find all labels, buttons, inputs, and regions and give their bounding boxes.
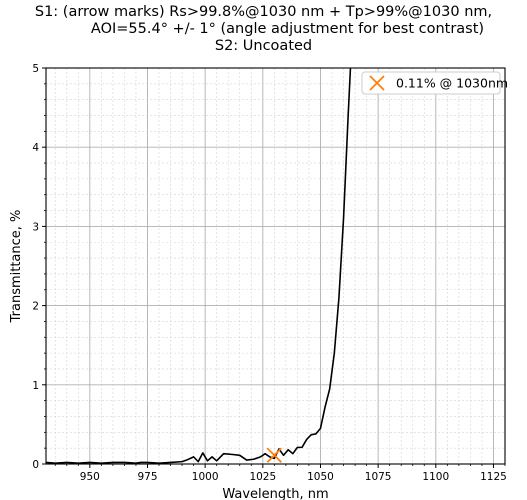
chart-title-line-1: S1: (arrow marks) Rs>99.8%@1030 nm + Tp>… xyxy=(34,4,493,20)
x-axis-label: Wavelength, nm xyxy=(222,487,328,500)
legend-x-marker xyxy=(369,75,385,91)
x-tick-label: 1025 xyxy=(249,471,276,483)
y-tick-label: 1 xyxy=(32,380,39,392)
x-tick-label: 975 xyxy=(137,471,157,483)
x-tick-label: 950 xyxy=(80,471,100,483)
x-tick-label: 1125 xyxy=(480,471,507,483)
legend: 0.11% @ 1030nm xyxy=(361,71,508,95)
transmittance-line xyxy=(46,68,352,464)
chart-title-line-2: AOI=55.4° +/- 1° (angle adjustment for b… xyxy=(90,21,485,37)
tick-layer: 950 975 1000 1025 1050 1075 1100 1125 0 1 2 3 4 5 xyxy=(32,63,507,483)
data-point-marker xyxy=(266,447,282,463)
x-tick-label: 1075 xyxy=(365,471,392,483)
plot-frame xyxy=(45,67,506,465)
x-tick-label: 1100 xyxy=(422,471,449,483)
grid xyxy=(46,68,506,464)
series-layer xyxy=(46,68,352,464)
chart-title-line-3: S2: Uncoated xyxy=(214,38,313,54)
marker-stroke xyxy=(266,447,282,463)
marker-stroke xyxy=(369,75,385,91)
x-tick-label: 1000 xyxy=(192,471,219,483)
legend-box xyxy=(361,71,501,95)
y-axis-label: Transmittance, % xyxy=(9,210,24,324)
legend-entry-label: 0.11% @ 1030nm xyxy=(396,76,508,91)
y-tick-label: 2 xyxy=(32,301,39,313)
legend-marker-icon xyxy=(369,75,385,91)
y-tick-label: 3 xyxy=(32,221,39,233)
y-tick-label: 4 xyxy=(32,142,39,154)
y-tick-label: 0 xyxy=(32,459,39,471)
x-tick-label: 1050 xyxy=(307,471,334,483)
y-tick-label: 5 xyxy=(32,63,39,75)
